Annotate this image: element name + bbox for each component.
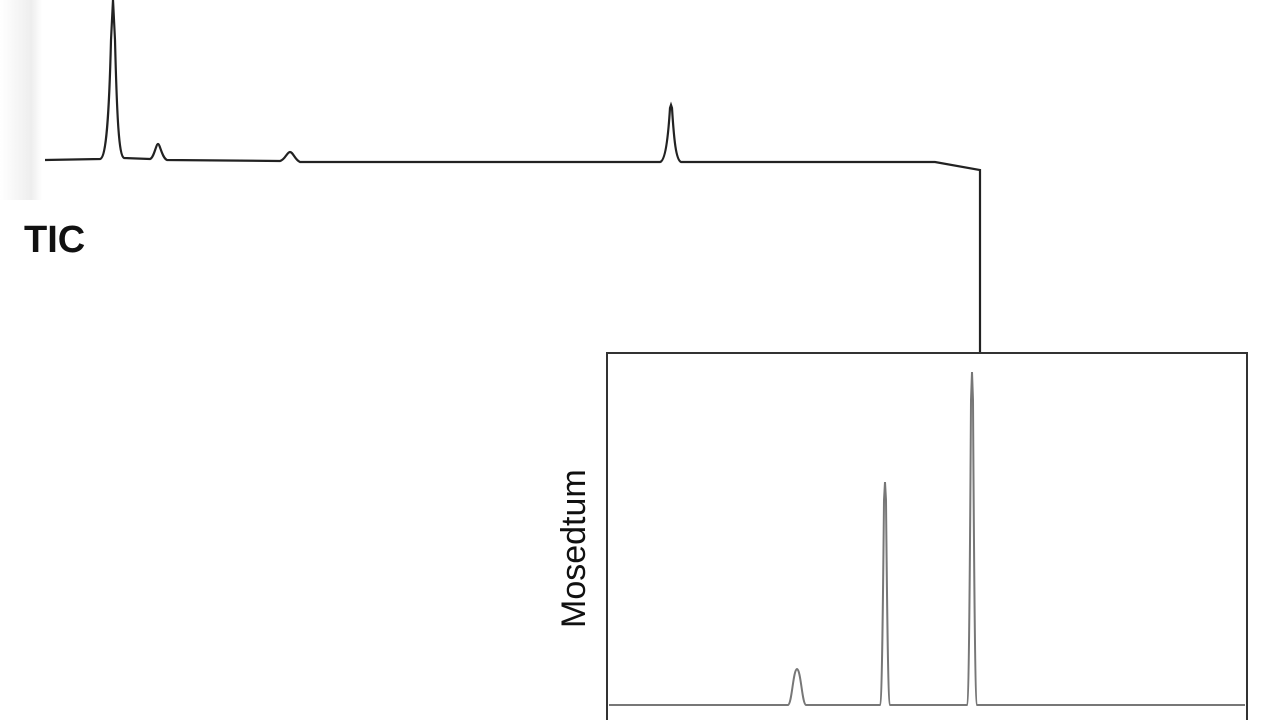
edge-shadow — [0, 0, 42, 200]
tic-trace — [44, 0, 982, 352]
tic-label: TIC — [24, 219, 85, 261]
inset-label: Mosedtum — [555, 469, 593, 628]
spectrum-trace — [609, 371, 1245, 706]
inset-frame — [606, 352, 1248, 720]
